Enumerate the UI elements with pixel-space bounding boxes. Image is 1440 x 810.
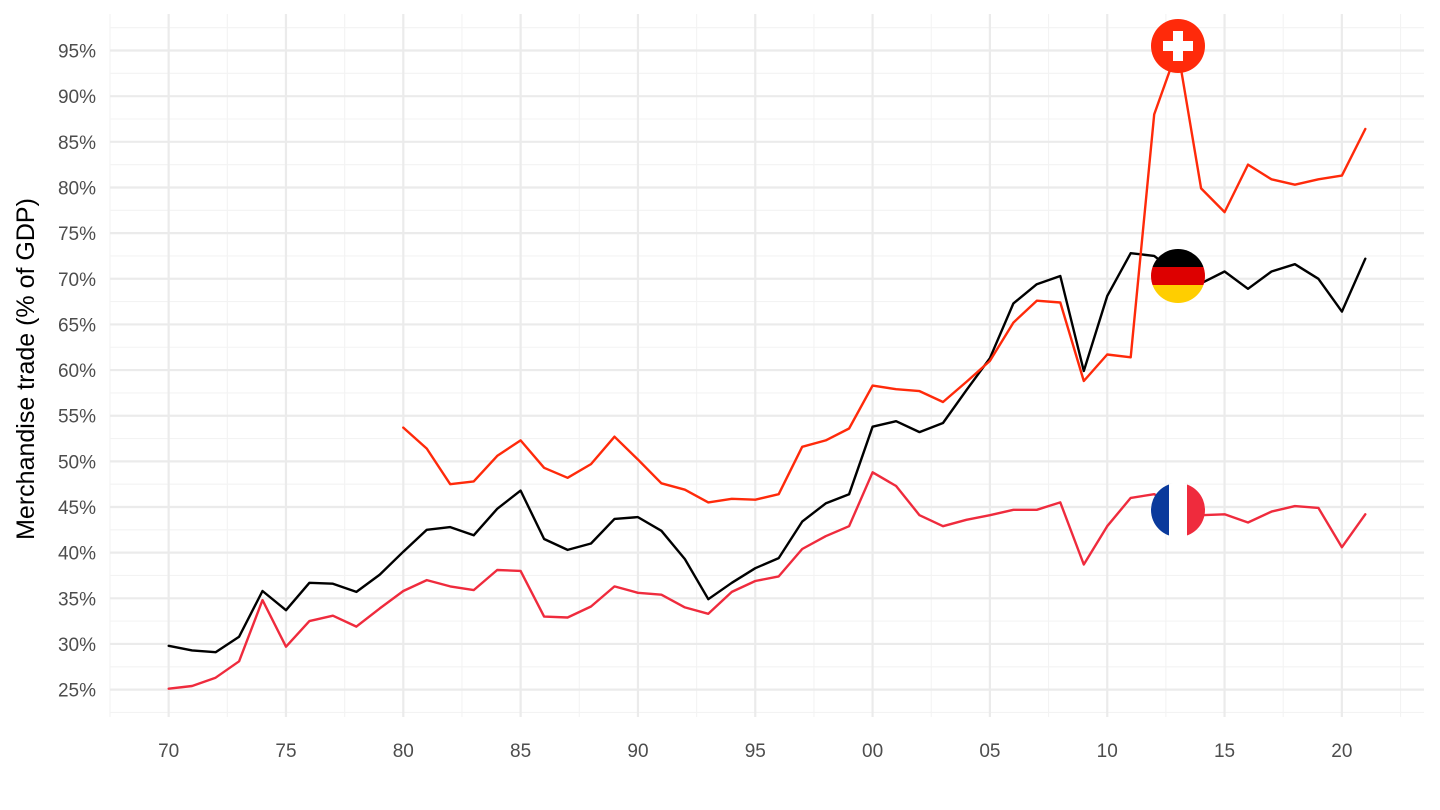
x-tick-label: 85 xyxy=(510,741,531,762)
y-tick-label: 85% xyxy=(58,133,96,154)
y-axis-title: Merchandise trade (% of GDP) xyxy=(12,198,40,540)
france-flag-icon xyxy=(1151,483,1205,537)
y-tick-label: 80% xyxy=(58,178,96,199)
x-tick-label: 10 xyxy=(1097,741,1118,762)
x-tick-label: 75 xyxy=(275,741,296,762)
switzerland-flag-icon xyxy=(1151,19,1205,73)
y-tick-label: 35% xyxy=(58,589,96,610)
y-tick-label: 40% xyxy=(58,544,96,565)
y-tick-label: 55% xyxy=(58,407,96,428)
y-tick-label: 95% xyxy=(58,42,96,63)
major-gridlines xyxy=(110,14,1424,717)
x-tick-label: 15 xyxy=(1214,741,1235,762)
x-tick-label: 70 xyxy=(158,741,179,762)
minor-gridlines xyxy=(109,14,1424,717)
y-tick-label: 75% xyxy=(58,224,96,245)
series-lines xyxy=(167,47,1367,690)
y-tick-label: 90% xyxy=(58,87,96,108)
x-tick-label: 90 xyxy=(627,741,648,762)
y-tick-label: 50% xyxy=(58,452,96,473)
y-tick-label: 65% xyxy=(58,315,96,336)
x-tick-label: 95 xyxy=(745,741,766,762)
x-tick-label: 20 xyxy=(1331,741,1352,762)
x-tick-label: 80 xyxy=(393,741,414,762)
series-line-germany xyxy=(167,251,1367,654)
y-tick-label: 60% xyxy=(58,361,96,382)
x-tick-label: 00 xyxy=(862,741,883,762)
x-axis-tick-labels: 70 75 80 85 90 95 00 05 10 15 20 xyxy=(158,741,1352,762)
series-line-switzerland xyxy=(402,47,1367,504)
y-tick-label: 70% xyxy=(58,270,96,291)
x-tick-label: 05 xyxy=(979,741,1000,762)
y-tick-label: 45% xyxy=(58,498,96,519)
y-axis-tick-labels: 25% 30% 35% 40% 45% 50% 55% 60% 65% 70% 75% 80% 85% 9… xyxy=(58,42,96,702)
germany-flag-icon xyxy=(1151,249,1205,303)
y-tick-label: 25% xyxy=(58,681,96,702)
y-tick-label: 30% xyxy=(58,635,96,656)
